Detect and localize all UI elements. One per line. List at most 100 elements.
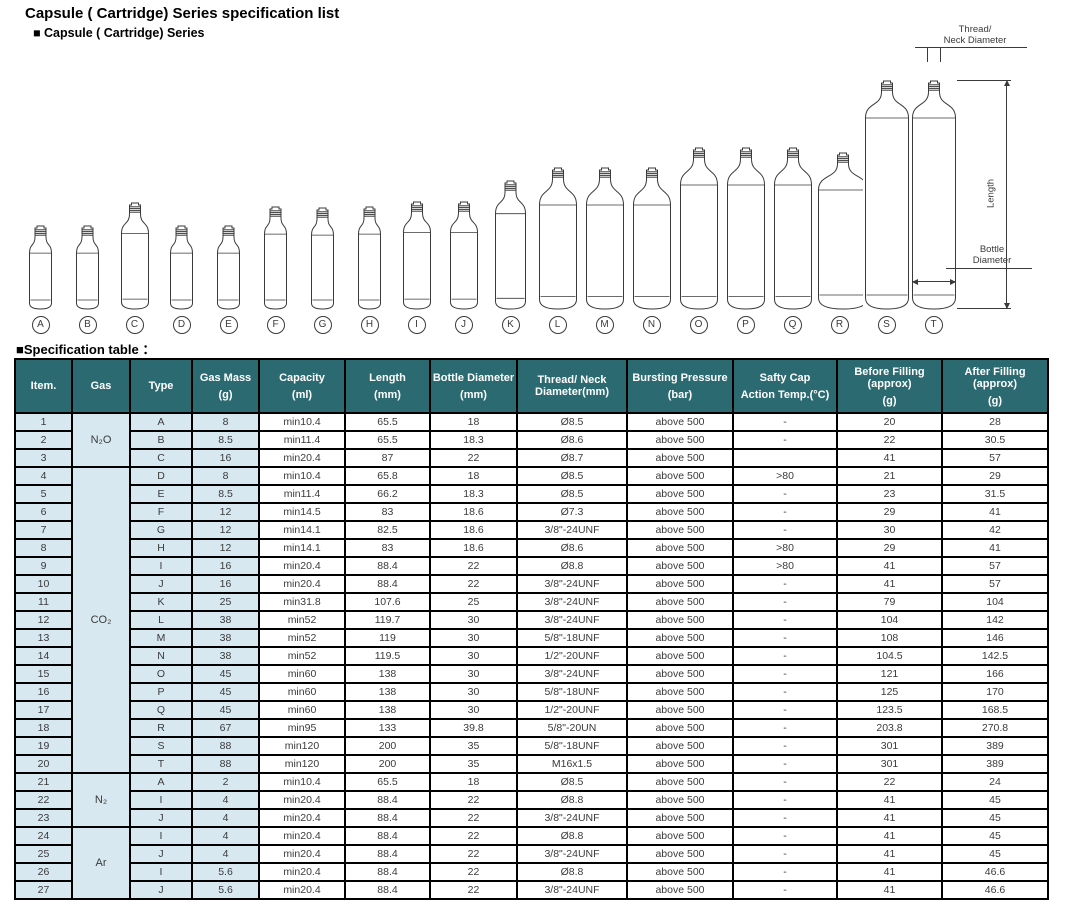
thread-leader-left [927,48,928,62]
thread-neck-diameter-cell: 3/8"-24UNF [516,808,628,828]
bottle-drawing [170,225,193,310]
type-cell: I [129,862,193,882]
column-header: Safty Cap Action Temp.(°C) [732,358,838,414]
before-filling-cell: 22 [836,772,943,792]
item-cell: 5 [14,484,73,504]
thread-neck-diameter-cell: 3/8"-24UNF [516,574,628,594]
type-cell: E [129,484,193,504]
capacity-cell: min20.4 [258,844,346,864]
capacity-cell: min20.4 [258,862,346,882]
gas-mass-cell: 8 [191,466,260,486]
capacity-cell: min52 [258,628,346,648]
bottle-label-slot: E [205,316,252,334]
type-cell: T [129,754,193,774]
bottle-slot [722,147,769,310]
gas-mass-cell: 12 [191,502,260,522]
column-header: Bursting Pressure (bar) [626,358,734,414]
length-cell: 200 [344,754,431,774]
bottle-diameter-cell: 22 [429,448,518,468]
column-header: Before Filling (approx) (g) [836,358,943,414]
table-row: 11 K 25 min31.8 107.6 25 3/8"-24UNF above 500-7… [14,592,1049,612]
bursting-pressure-cell: above 500 [626,556,734,576]
bottle-diameter-arrow-right-icon [950,278,956,285]
bottle-slot [769,147,816,310]
gas-mass-cell: 12 [191,538,260,558]
before-filling-cell: 301 [836,754,943,774]
after-filling-cell: 57 [941,448,1049,468]
thread-neck-diameter-cell: 5/8"-18UNF [516,736,628,756]
thread-neck-diameter-cell: 3/8"-24UNF [516,520,628,540]
item-cell: 20 [14,754,73,774]
after-filling-cell: 57 [941,556,1049,576]
length-cell: 119 [344,628,431,648]
before-filling-cell: 104.5 [836,646,943,666]
capacity-cell: min10.4 [258,412,346,432]
bottle-diameter-cell: 22 [429,556,518,576]
safty-cap-cell: - [732,484,838,504]
bottle-drawing [311,207,334,310]
before-filling-cell: 41 [836,448,943,468]
length-cell: 200 [344,736,431,756]
gas-mass-cell: 2 [191,772,260,792]
bottle-diameter-cell: 22 [429,790,518,810]
thread-neck-diameter-cell: Ø8.7 [516,448,628,468]
item-cell: 8 [14,538,73,558]
bottle-drawing [495,180,526,310]
table-row: 3 C 16 min20.4 87 22 Ø8.7 above 500 41 57 [14,448,1049,468]
item-cell: 12 [14,610,73,630]
length-cell: 66.2 [344,484,431,504]
bottle-label-slot: P [722,316,769,334]
before-filling-cell: 41 [836,862,943,882]
thread-neck-diameter-cell: Ø8.5 [516,412,628,432]
type-cell: R [129,718,193,738]
bottle-diameter-cell: 35 [429,736,518,756]
type-cell: J [129,808,193,828]
before-filling-cell: 301 [836,736,943,756]
item-cell: 2 [14,430,73,450]
thread-neck-diameter-cell: Ø8.5 [516,484,628,504]
after-filling-cell: 46.6 [941,862,1049,882]
type-cell: L [129,610,193,630]
spec-table-header-row: Item. Gas Type Gas Mass (g) Capacity (ml) Lengt… [14,358,1049,414]
length-cell: 88.4 [344,844,431,864]
length-cell: 119.5 [344,646,431,666]
bottle-diameter-underline [946,268,1032,269]
item-cell: 1 [14,412,73,432]
length-cell: 65.8 [344,466,431,486]
before-filling-cell: 104 [836,610,943,630]
type-cell: I [129,556,193,576]
gas-mass-cell: 8.5 [191,430,260,450]
bottle-diameter-cell: 39.8 [429,718,518,738]
bursting-pressure-cell: above 500 [626,718,734,738]
bursting-pressure-cell: above 500 [626,574,734,594]
bottle-drawing [773,147,812,310]
table-row: 6 F 12 min14.5 83 18.6 Ø7.3 above 500-29 41 [14,502,1049,522]
length-arrow-bottom-icon [1003,303,1010,309]
safty-cap-cell: - [732,628,838,648]
before-filling-cell: 123.5 [836,700,943,720]
table-row: 7 G 12 min14.1 82.5 18.6 3/8"-24UNF above 500-3… [14,520,1049,540]
length-cell: 88.4 [344,790,431,810]
length-cell: 65.5 [344,412,431,432]
after-filling-cell: 170 [941,682,1049,702]
capacity-cell: min10.4 [258,772,346,792]
capacity-cell: min20.4 [258,826,346,846]
safty-cap-cell: - [732,610,838,630]
item-cell: 9 [14,556,73,576]
type-cell: I [129,826,193,846]
thread-neck-diameter-cell: Ø7.3 [516,502,628,522]
after-filling-cell: 389 [941,736,1049,756]
gas-mass-cell: 4 [191,790,260,810]
after-filling-cell: 24 [941,772,1049,792]
length-cell: 138 [344,700,431,720]
bottle-slot [487,180,534,310]
thread-neck-diameter-cell: Ø8.8 [516,556,628,576]
capacity-cell: min14.1 [258,538,346,558]
bottle-type-label: B [78,316,97,334]
bottle-drawing [865,80,909,310]
column-header: After Filling (approx) (g) [941,358,1049,414]
gas-mass-cell: 45 [191,700,260,720]
table-row: 5 E 8.5 min11.4 66.2 18.3 Ø8.5 above 500-23 31.5 [14,484,1049,504]
before-filling-cell: 41 [836,826,943,846]
bottle-slot [440,201,487,310]
